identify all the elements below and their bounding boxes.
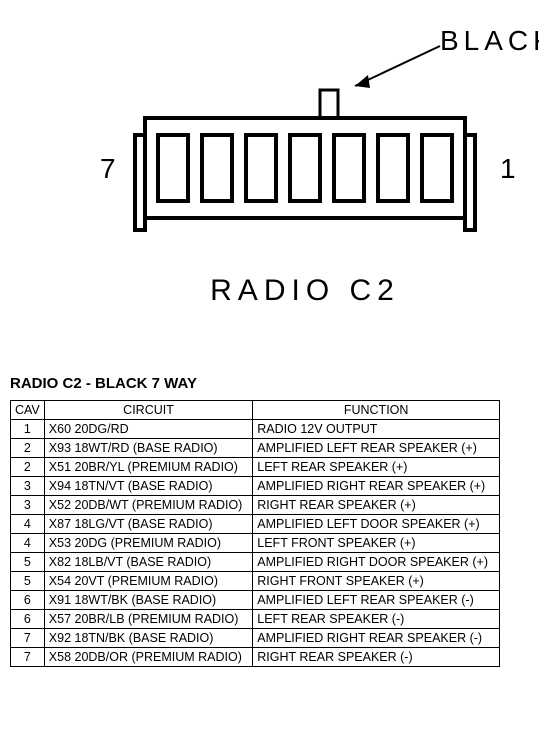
cell-function: RIGHT REAR SPEAKER (-) [253,648,500,667]
cell-circuit: X87 18LG/VT (BASE RADIO) [44,515,252,534]
pinout-table: CAV CIRCUIT FUNCTION 1X60 20DG/RDRADIO 1… [10,400,500,667]
cell-cav: 1 [11,420,45,439]
col-cav: CAV [11,401,45,420]
table-row: 2X93 18WT/RD (BASE RADIO)AMPLIFIED LEFT … [11,439,500,458]
connector-title: RADIO C2 [210,274,400,307]
cell-cav: 3 [11,496,45,515]
cell-circuit: X91 18WT/BK (BASE RADIO) [44,591,252,610]
cell-function: RADIO 12V OUTPUT [253,420,500,439]
table-row: 2X51 20BR/YL (PREMIUM RADIO)LEFT REAR SP… [11,458,500,477]
pin-slots [158,135,452,201]
cell-function: AMPLIFIED LEFT DOOR SPEAKER (+) [253,515,500,534]
connector-diagram: BLACK 7 1 RADIO C2 [10,10,539,315]
cell-circuit: X51 20BR/YL (PREMIUM RADIO) [44,458,252,477]
cell-function: RIGHT REAR SPEAKER (+) [253,496,500,515]
cell-cav: 4 [11,515,45,534]
table-row: 6X91 18WT/BK (BASE RADIO)AMPLIFIED LEFT … [11,591,500,610]
table-row: 5X82 18LB/VT (BASE RADIO)AMPLIFIED RIGHT… [11,553,500,572]
table-row: 7X58 20DB/OR (PREMIUM RADIO)RIGHT REAR S… [11,648,500,667]
cell-function: AMPLIFIED RIGHT REAR SPEAKER (+) [253,477,500,496]
cell-circuit: X82 18LB/VT (BASE RADIO) [44,553,252,572]
table-header-row: CAV CIRCUIT FUNCTION [11,401,500,420]
connector-svg: BLACK 7 1 RADIO C2 [10,10,539,310]
cell-circuit: X58 20DB/OR (PREMIUM RADIO) [44,648,252,667]
table-row: 1X60 20DG/RDRADIO 12V OUTPUT [11,420,500,439]
connector-ear-left [135,135,145,230]
table-row: 6X57 20BR/LB (PREMIUM RADIO)LEFT REAR SP… [11,610,500,629]
cell-function: AMPLIFIED RIGHT REAR SPEAKER (-) [253,629,500,648]
right-pin-label: 1 [500,153,516,184]
cell-cav: 2 [11,458,45,477]
cell-circuit: X52 20DB/WT (PREMIUM RADIO) [44,496,252,515]
cell-function: AMPLIFIED RIGHT DOOR SPEAKER (+) [253,553,500,572]
connector-ear-right [465,135,475,230]
table-title: RADIO C2 - BLACK 7 WAY [10,375,539,392]
table-row: 4X53 20DG (PREMIUM RADIO)LEFT FRONT SPEA… [11,534,500,553]
cell-circuit: X93 18WT/RD (BASE RADIO) [44,439,252,458]
cell-cav: 7 [11,629,45,648]
cell-circuit: X60 20DG/RD [44,420,252,439]
connector-key [320,90,338,118]
cell-function: RIGHT FRONT SPEAKER (+) [253,572,500,591]
cell-cav: 6 [11,591,45,610]
table-row: 3X94 18TN/VT (BASE RADIO)AMPLIFIED RIGHT… [11,477,500,496]
callout-label: BLACK [440,25,539,56]
cell-function: AMPLIFIED LEFT REAR SPEAKER (-) [253,591,500,610]
left-pin-label: 7 [100,153,116,184]
cell-cav: 6 [11,610,45,629]
cell-cav: 5 [11,553,45,572]
cell-function: LEFT REAR SPEAKER (-) [253,610,500,629]
cell-circuit: X57 20BR/LB (PREMIUM RADIO) [44,610,252,629]
cell-cav: 3 [11,477,45,496]
cell-circuit: X92 18TN/BK (BASE RADIO) [44,629,252,648]
cell-function: AMPLIFIED LEFT REAR SPEAKER (+) [253,439,500,458]
table-row: 7X92 18TN/BK (BASE RADIO)AMPLIFIED RIGHT… [11,629,500,648]
cell-cav: 5 [11,572,45,591]
table-row: 5X54 20VT (PREMIUM RADIO)RIGHT FRONT SPE… [11,572,500,591]
cell-cav: 7 [11,648,45,667]
col-circuit: CIRCUIT [44,401,252,420]
cell-circuit: X53 20DG (PREMIUM RADIO) [44,534,252,553]
table-row: 3X52 20DB/WT (PREMIUM RADIO)RIGHT REAR S… [11,496,500,515]
cell-function: LEFT REAR SPEAKER (+) [253,458,500,477]
cell-cav: 4 [11,534,45,553]
callout-arrowhead [355,75,370,88]
table-row: 4X87 18LG/VT (BASE RADIO)AMPLIFIED LEFT … [11,515,500,534]
cell-circuit: X54 20VT (PREMIUM RADIO) [44,572,252,591]
cell-cav: 2 [11,439,45,458]
cell-circuit: X94 18TN/VT (BASE RADIO) [44,477,252,496]
cell-function: LEFT FRONT SPEAKER (+) [253,534,500,553]
col-function: FUNCTION [253,401,500,420]
